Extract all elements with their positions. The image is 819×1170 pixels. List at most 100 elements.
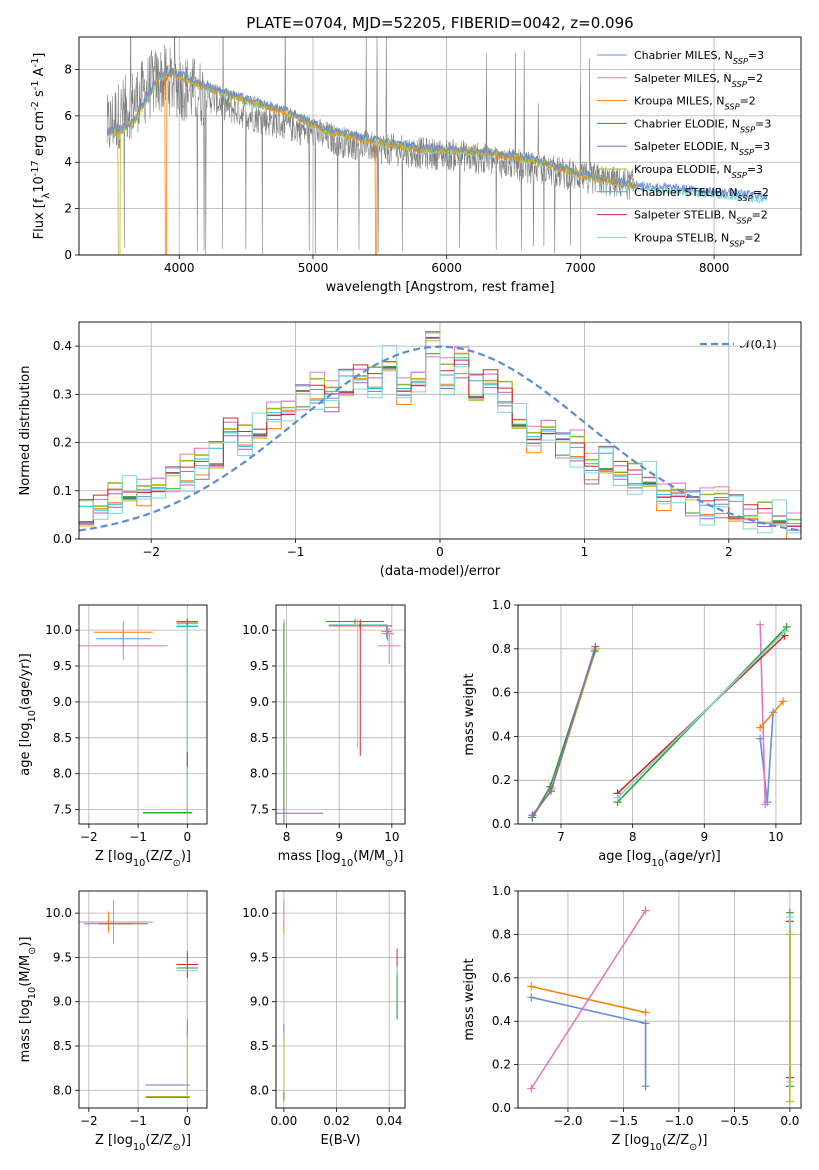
x-tick-label: −1 — [129, 1114, 147, 1128]
plot-area — [527, 906, 794, 1106]
weight-marker — [782, 622, 791, 631]
x-tick-label: 0.02 — [323, 1114, 350, 1128]
x-axis-label: wavelength [Angstrom, rest frame] — [326, 280, 555, 295]
legend-entry: Salpeter STELIB, NSSP=2 — [634, 209, 768, 226]
weight-line — [617, 630, 786, 799]
weight-line — [531, 650, 596, 818]
legend-entry: Kroupa STELIB, NSSP=2 — [634, 231, 761, 248]
y-tick-label: 8.5 — [250, 1039, 269, 1053]
figure-title: PLATE=0704, MJD=52205, FIBERID=0042, z=0… — [246, 14, 633, 32]
y-tick-label: 0.0 — [492, 1101, 511, 1115]
gaussian-curve — [79, 345, 801, 532]
plot-area — [283, 899, 398, 1101]
x-tick-label: −1.5 — [609, 1114, 638, 1128]
y-tick-label: 8.0 — [250, 767, 269, 781]
x-tick-label: 0 — [183, 1114, 191, 1128]
weight-marker — [785, 1097, 794, 1106]
weight-marker — [527, 982, 536, 991]
weight-marker — [779, 697, 788, 706]
x-tick-label: 5000 — [298, 261, 329, 275]
x-axis-label: mass [log10(M/M⊙)] — [278, 849, 404, 869]
y-tick-label: 2 — [64, 202, 72, 216]
panel-age-vs-mass: 8 9 10 7.5 8.0 8.5 9.0 9.5 10.0 mass [log10(M/M⊙)… — [242, 604, 406, 869]
weight-marker — [785, 930, 794, 939]
y-tick-label: 0.4 — [492, 729, 511, 743]
model-spectrum-line — [107, 66, 768, 200]
panel-spectrum: 4000 5000 6000 7000 8000 0 2 4 6 8 wavelength [Ang… — [30, 36, 802, 295]
weight-marker — [641, 906, 650, 915]
y-tick-label: 9.5 — [250, 659, 269, 673]
plot-area — [79, 331, 801, 539]
x-tick-label: 10 — [768, 830, 783, 844]
x-axis-label: Z [log10(Z/Z⊙)] — [95, 849, 191, 869]
x-tick-label: −2 — [142, 545, 160, 559]
y-tick-label: 7.5 — [250, 803, 269, 817]
legend-entry: Kroupa ELODIE, NSSP=3 — [634, 163, 763, 180]
y-tick-label: 1.0 — [492, 598, 511, 612]
weight-marker — [527, 1084, 536, 1093]
panel-mass-weight-vs-age: 7 8 9 10 0.0 0.2 0.4 0.6 0.8 1.0 age [log10(age/yr… — [462, 598, 802, 869]
x-tick-label: 8 — [629, 830, 637, 844]
legend-entry: Kroupa MILES, NSSP=2 — [634, 95, 756, 112]
y-tick-label: 0.2 — [492, 773, 511, 787]
spectrum-legend: Chabrier MILES, NSSP=3 Salpeter MILES, NS… — [597, 49, 771, 248]
axes-frame — [78, 321, 802, 540]
weight-marker — [641, 1082, 650, 1091]
x-tick-label: −1 — [129, 830, 147, 844]
legend-entry: Salpeter ELODIE, NSSP=3 — [634, 140, 770, 157]
axes-frame — [517, 890, 802, 1109]
x-tick-label: 0.00 — [271, 1114, 298, 1128]
y-axis-label: age [log10(age/yr)] — [18, 653, 38, 776]
y-tick-label: 10.0 — [45, 906, 72, 920]
y-tick-label: 0.0 — [53, 532, 72, 546]
y-axis-label: mass weight — [462, 673, 477, 755]
x-tick-label: 7000 — [565, 261, 596, 275]
y-tick-label: 8.5 — [53, 1039, 72, 1053]
panel-mass-vs-Z: −2 −1 0 8.0 8.5 9.0 9.5 10.0 Z [log10(Z/Z⊙)] mass… — [18, 890, 208, 1153]
legend-entry: 𝒩(0,1) — [740, 338, 777, 351]
x-tick-label: 2 — [725, 545, 733, 559]
y-axis-label: mass weight — [462, 958, 477, 1040]
y-tick-label: 7.5 — [53, 803, 72, 817]
y-tick-label: 8 — [64, 62, 72, 76]
x-tick-label: 8000 — [699, 261, 730, 275]
legend-entry: Salpeter MILES, NSSP=2 — [634, 72, 763, 89]
y-tick-label: 0.3 — [53, 387, 72, 401]
weight-marker — [785, 913, 794, 922]
x-tick-label: 6000 — [431, 261, 462, 275]
axes-frame — [275, 890, 406, 1109]
y-tick-label: 1.0 — [492, 884, 511, 898]
weight-line — [531, 646, 597, 816]
x-tick-label: −0.5 — [720, 1114, 749, 1128]
observed-spectrum-line — [106, 37, 634, 255]
weight-marker — [641, 1019, 650, 1028]
weight-marker — [591, 642, 600, 651]
legend-entry: Chabrier STELIB, NSSP=2 — [634, 186, 769, 203]
plot-area — [106, 37, 768, 255]
x-tick-label: 9 — [335, 830, 343, 844]
y-tick-label: 10.0 — [242, 906, 269, 920]
y-axis-label: Normed distribution — [18, 366, 33, 496]
x-tick-label: −2.0 — [553, 1114, 582, 1128]
x-axis-label: age [log10(age/yr)] — [598, 849, 721, 869]
y-tick-label: 0.6 — [492, 686, 511, 700]
y-tick-label: 0.4 — [492, 1014, 511, 1028]
weight-marker — [528, 811, 537, 820]
x-axis-label: Z [log10(Z/Z⊙)] — [612, 1133, 708, 1153]
y-tick-label: 0.0 — [492, 817, 511, 831]
y-tick-label: 0.4 — [53, 339, 72, 353]
y-tick-label: 9.0 — [250, 995, 269, 1009]
x-tick-label: 4000 — [164, 261, 195, 275]
y-tick-label: 10.0 — [45, 623, 72, 637]
y-tick-label: 8.0 — [53, 767, 72, 781]
y-tick-label: 0.2 — [492, 1058, 511, 1072]
weight-marker — [756, 620, 765, 629]
y-tick-label: 8.0 — [250, 1083, 269, 1097]
legend-entry: Chabrier ELODIE, NSSP=3 — [634, 117, 771, 134]
y-tick-label: 9.5 — [53, 950, 72, 964]
residual-histogram — [79, 332, 801, 534]
weight-marker — [527, 993, 536, 1002]
x-tick-label: 9 — [700, 830, 708, 844]
y-tick-label: 0.2 — [53, 436, 72, 450]
